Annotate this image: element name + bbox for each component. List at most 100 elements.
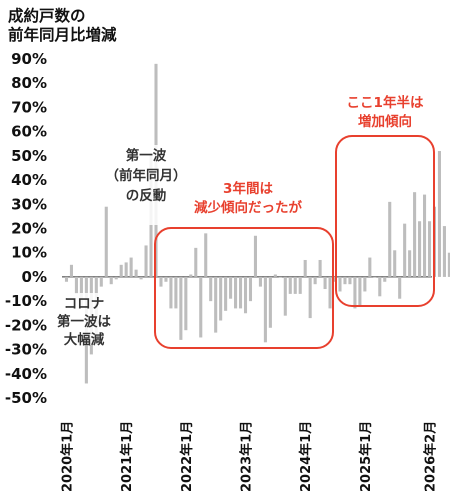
bar bbox=[109, 276, 113, 285]
x-tick-label: 2020年1月 bbox=[59, 421, 75, 492]
x-tick-label: 2026年2月 bbox=[423, 421, 439, 492]
y-tick-label: 10% bbox=[11, 244, 47, 262]
y-tick-label: 0% bbox=[22, 268, 47, 286]
bar bbox=[194, 247, 198, 277]
bar bbox=[393, 250, 397, 277]
bar bbox=[229, 276, 233, 299]
bar bbox=[383, 276, 387, 282]
x-axis-ticks: 2020年1月 2021年1月 2022年1月 2023年1月 2024年1月 2025年… bbox=[59, 421, 438, 492]
y-tick-label: 40% bbox=[11, 171, 47, 189]
x-tick-label: 2022年1月 bbox=[179, 421, 195, 492]
bar bbox=[348, 276, 352, 285]
bar bbox=[368, 257, 372, 277]
bar bbox=[74, 276, 78, 294]
x-tick-label: 2024年1月 bbox=[298, 421, 314, 492]
y-tick-label: 90% bbox=[11, 50, 47, 68]
bar bbox=[164, 276, 168, 282]
bar bbox=[422, 194, 427, 277]
covid-drop-annotation-line-3: 大幅減 bbox=[64, 331, 105, 348]
y-tick-label: 60% bbox=[11, 123, 47, 141]
bar bbox=[174, 276, 178, 309]
bar bbox=[204, 233, 208, 277]
covid-drop-annotation-line-1: コロナ bbox=[64, 296, 105, 312]
bar bbox=[273, 274, 277, 277]
bar bbox=[248, 276, 253, 302]
bar bbox=[243, 276, 248, 314]
bar bbox=[343, 276, 347, 285]
bar bbox=[139, 276, 143, 280]
y-tick-label: -50% bbox=[5, 389, 47, 407]
bar bbox=[104, 206, 108, 277]
bar bbox=[124, 262, 128, 277]
y-tick-label: 30% bbox=[11, 195, 47, 213]
y-tick-label: -20% bbox=[5, 316, 47, 334]
rebound-annotation-line-3: の反動 bbox=[126, 187, 167, 204]
bar bbox=[209, 276, 213, 302]
increase-annotation-line-1: ここ1年半は bbox=[347, 94, 424, 111]
rebound-annotation: 第一波 （前年同月） の反動 bbox=[106, 145, 187, 225]
bar bbox=[238, 276, 243, 309]
decline-annotation: 3年間は 減少傾向だったが bbox=[194, 180, 302, 216]
chart-title-line-1: 成約戸数の bbox=[8, 6, 86, 25]
rebound-annotation-line-1: 第一波 bbox=[126, 147, 167, 164]
bar bbox=[129, 257, 133, 277]
x-tick-label: 2023年1月 bbox=[239, 421, 255, 492]
decline-annotation-line-1: 3年間は bbox=[223, 180, 273, 197]
bar bbox=[69, 264, 74, 277]
bar bbox=[378, 276, 382, 297]
increase-period-box bbox=[335, 135, 435, 307]
bar bbox=[189, 274, 193, 277]
bar-series bbox=[64, 63, 450, 384]
bar bbox=[363, 276, 367, 292]
covid-drop-annotation: コロナ 第一波は 大幅減 bbox=[52, 293, 112, 348]
bar bbox=[338, 276, 342, 292]
bar bbox=[119, 264, 123, 277]
bar bbox=[144, 245, 148, 277]
x-tick-label: 2021年1月 bbox=[119, 421, 135, 492]
bar bbox=[234, 276, 238, 309]
y-tick-label: 50% bbox=[11, 147, 47, 165]
chart-title-line-2: 前年同月比増減 bbox=[8, 25, 117, 44]
bar bbox=[408, 250, 412, 277]
bar bbox=[278, 276, 282, 278]
bar bbox=[288, 276, 292, 294]
x-tick-label: 2025年1月 bbox=[358, 421, 374, 492]
bar bbox=[318, 259, 322, 277]
rebound-annotation-line-2: （前年同月） bbox=[106, 167, 187, 184]
bar bbox=[358, 276, 362, 306]
bar bbox=[114, 276, 118, 280]
decline-annotation-line-2: 減少傾向だったが bbox=[194, 199, 302, 216]
bar bbox=[258, 276, 262, 287]
bar bbox=[418, 221, 422, 277]
bar bbox=[388, 201, 392, 277]
decline-period-box bbox=[154, 227, 334, 349]
y-tick-label: -30% bbox=[5, 341, 47, 359]
bar bbox=[253, 235, 258, 277]
bar bbox=[373, 276, 377, 278]
bar bbox=[199, 276, 203, 338]
bar bbox=[179, 276, 183, 340]
increase-annotation-line-2: 増加傾向 bbox=[358, 113, 412, 130]
bar bbox=[169, 276, 173, 309]
bar bbox=[64, 276, 69, 282]
bar bbox=[308, 276, 312, 319]
bar bbox=[313, 276, 317, 285]
bar bbox=[442, 226, 446, 277]
bar bbox=[447, 252, 450, 277]
y-tick-label: 20% bbox=[11, 220, 47, 238]
bar bbox=[427, 221, 432, 277]
bar bbox=[184, 276, 188, 331]
y-tick-label: -40% bbox=[5, 365, 47, 383]
bar bbox=[134, 269, 138, 277]
bar bbox=[224, 276, 228, 311]
bar bbox=[283, 276, 287, 316]
bar bbox=[303, 259, 307, 277]
y-tick-label: 70% bbox=[11, 98, 47, 116]
increase-annotation: ここ1年半は 増加傾向 bbox=[347, 94, 424, 130]
y-axis-ticks: 90% 80% 70% 60% 50% 40% 30% 20% 10% 0% -10% -20% -30… bbox=[5, 50, 47, 407]
bar bbox=[293, 276, 297, 294]
y-tick-label: -10% bbox=[5, 292, 47, 310]
bar bbox=[263, 276, 267, 343]
bar bbox=[298, 276, 302, 294]
